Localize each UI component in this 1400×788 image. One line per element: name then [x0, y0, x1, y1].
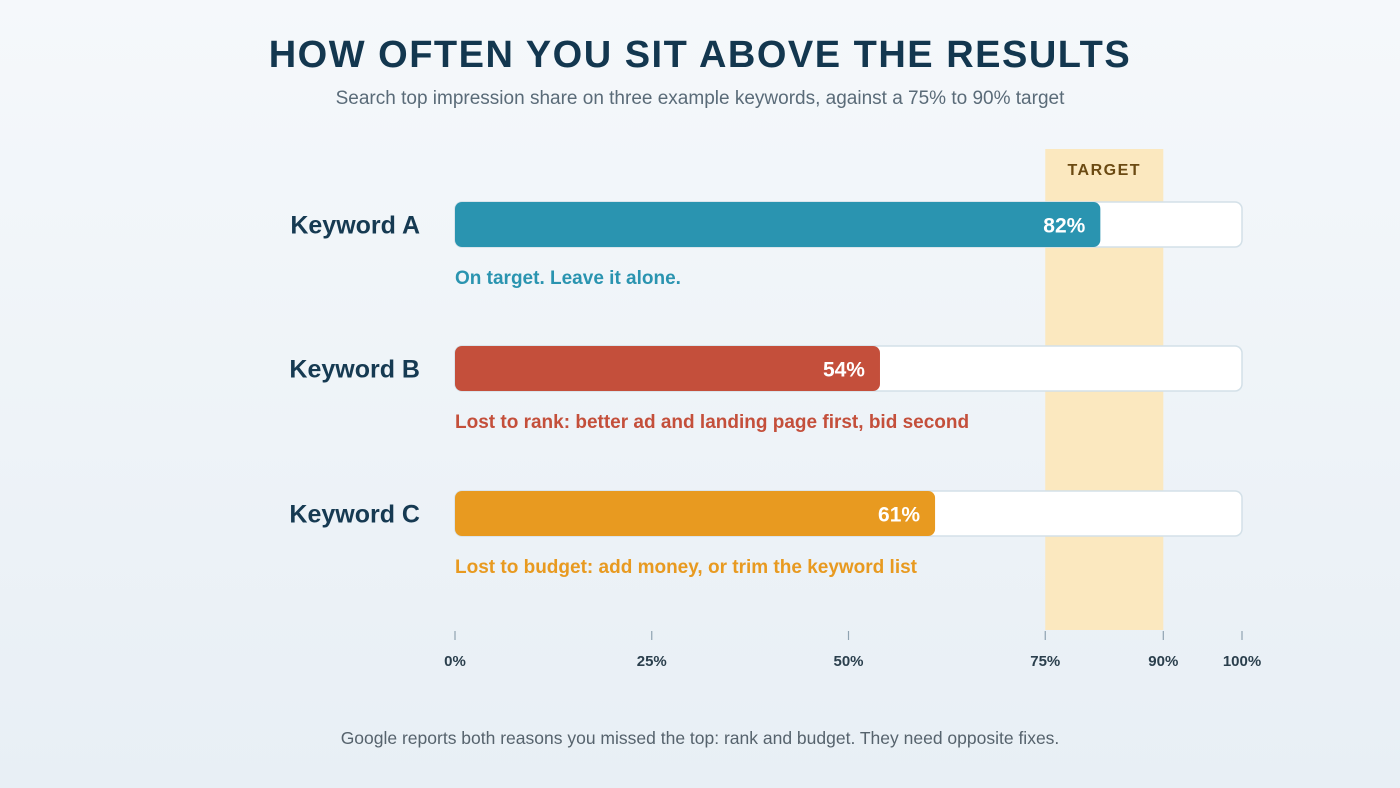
x-tick-label-0: 0% — [444, 653, 466, 670]
x-tick-label-90: 90% — [1148, 653, 1178, 670]
category-label-keyword-b: Keyword B — [289, 356, 420, 384]
x-tick-label-75: 75% — [1030, 653, 1060, 670]
value-label-keyword-c: 61% — [878, 504, 920, 527]
value-label-keyword-b: 54% — [823, 359, 865, 382]
chart-footnote: Google reports both reasons you missed t… — [340, 728, 1060, 748]
x-tick-label-50: 50% — [833, 653, 863, 670]
target-band-label: TARGET — [1067, 162, 1141, 179]
note-keyword-a: On target. Leave it alone. — [455, 268, 681, 289]
chart-title: HOW OFTEN YOU SIT ABOVE THE RESULTS — [268, 34, 1132, 76]
bar-keyword-c — [455, 491, 936, 536]
bar-keyword-b — [455, 346, 880, 391]
value-label-keyword-a: 82% — [1043, 215, 1085, 238]
note-keyword-c: Lost to budget: add money, or trim the k… — [455, 557, 918, 578]
category-label-keyword-c: Keyword C — [289, 501, 420, 529]
category-label-keyword-a: Keyword A — [290, 212, 420, 240]
x-tick-label-25: 25% — [637, 653, 667, 670]
x-tick-label-100: 100% — [1223, 653, 1261, 670]
note-keyword-b: Lost to rank: better ad and landing page… — [455, 412, 969, 433]
bar-keyword-a — [455, 202, 1101, 247]
chart-subtitle: Search top impression share on three exa… — [335, 88, 1065, 109]
